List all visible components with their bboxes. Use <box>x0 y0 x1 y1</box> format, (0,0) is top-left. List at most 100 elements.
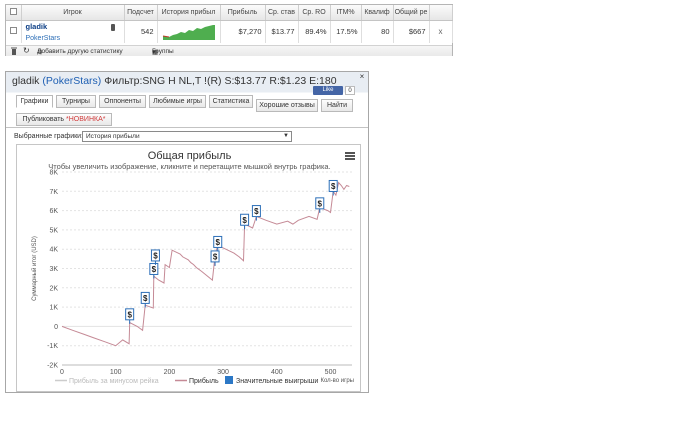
tab-label: Хорошие отзывы <box>259 102 315 109</box>
big-win-marker <box>150 249 160 262</box>
tab-find[interactable]: Найти <box>321 99 353 112</box>
big-win-marker <box>315 197 325 210</box>
y-tick-label: 1K <box>49 305 58 312</box>
x-tick-label: 500 <box>325 369 337 376</box>
tab-label: Статистика <box>212 98 250 105</box>
trash-icon[interactable] <box>11 47 17 57</box>
qualif-cell: 80 <box>361 20 394 43</box>
add-stat-label: Добавить другую статистику <box>37 48 123 55</box>
big-win-label: $ <box>242 216 247 225</box>
like-label: Like <box>322 87 334 93</box>
chart-select-label: Выбранные графики: <box>14 133 84 140</box>
chart-select-value: История прибыли <box>86 133 140 140</box>
column-header-profit[interactable]: Прибыль <box>220 5 266 21</box>
stats-footer: ↻ ⚙ Добавить другую статистику ▦ Группы … <box>6 45 452 56</box>
big-win-label: $ <box>127 310 132 319</box>
chart-select[interactable]: История прибыли ▼ <box>82 131 292 142</box>
big-win-label: $ <box>331 182 336 191</box>
x-tick-label: 100 <box>110 369 122 376</box>
big-win-marker <box>149 262 159 275</box>
tab-label: Любимые игры <box>153 98 202 105</box>
chart-title: Общая прибыль <box>147 150 232 162</box>
player-window: gladik (PokerStars) Фильтр:SNG H NL,T !(… <box>5 71 369 393</box>
like-count: 0 <box>345 86 355 95</box>
stats-table: Игрок Подсчет История прибыл Прибыль Ср.… <box>6 5 453 43</box>
stats-panel: Игрок Подсчет История прибыл Прибыль Ср.… <box>5 4 453 56</box>
remove-row-button[interactable]: x <box>429 20 453 43</box>
column-header-empty <box>429 5 453 21</box>
title-player-name: gladik <box>12 75 40 87</box>
profit-history-cell <box>157 20 221 43</box>
groups-label: Группы <box>152 48 174 55</box>
tab-publish[interactable]: Публиковать *НОВИНКА* <box>16 113 112 126</box>
tab-good-reviews[interactable]: Хорошие отзывы <box>256 99 318 112</box>
player-cell: gladik PokerStars <box>21 20 125 43</box>
tab-charts[interactable]: Графики <box>16 95 53 108</box>
select-all-checkbox[interactable] <box>6 5 22 21</box>
column-header-count[interactable]: Подсчет <box>124 5 158 21</box>
table-header-row: Игрок Подсчет История прибыл Прибыль Ср.… <box>6 5 453 21</box>
tab-statistics[interactable]: Статистика <box>209 95 253 108</box>
column-header-avg-roi[interactable]: Ср. RO <box>298 5 331 21</box>
tab-divider <box>6 127 368 128</box>
x-tick-label: 300 <box>217 369 229 376</box>
title-filter: Фильтр:SNG H NL,T !(R) S:$13.77 R:$1.23 … <box>104 75 337 87</box>
big-win-marker <box>240 213 250 226</box>
chart-subtitle: Чтобы увеличить изображение, кликните и … <box>48 162 331 171</box>
legend-bigwin-swatch <box>225 376 233 384</box>
big-win-label: $ <box>213 252 218 261</box>
big-win-marker <box>251 205 261 218</box>
x-axis-label: Кол-во игры <box>320 378 354 384</box>
x-tick-label: 200 <box>164 369 176 376</box>
player-name-link[interactable]: gladik <box>25 21 48 31</box>
column-header-total[interactable]: Общий ре <box>393 5 430 21</box>
y-tick-label: -1K <box>47 343 58 350</box>
groups-icon: ▦ <box>152 49 159 56</box>
big-win-label: $ <box>216 238 221 247</box>
big-win-label: $ <box>318 199 323 208</box>
y-tick-label: 3K <box>49 266 58 273</box>
column-header-profit-history[interactable]: История прибыл <box>157 5 221 21</box>
profit-sparkline <box>162 24 215 40</box>
avg-stake-cell: $13.77 <box>265 20 299 43</box>
chart-container[interactable]: -2K -1K 0 1K 2K 3K 4K 5K 6K 7K 8K 0 100 200 300 400 500 С… <box>16 144 361 392</box>
y-tick-label: 7K <box>49 189 58 196</box>
big-win-label: $ <box>254 207 259 216</box>
row-checkbox[interactable] <box>6 20 22 43</box>
legend-profit-label: Прибыль <box>189 377 219 385</box>
column-header-qualif[interactable]: Квалиф <box>361 5 394 21</box>
tab-favorite-games[interactable]: Любимые игры <box>149 95 206 108</box>
big-win-marker <box>125 308 135 321</box>
big-win-label: $ <box>143 294 148 303</box>
tab-opponents[interactable]: Оппоненты <box>99 95 146 108</box>
title-site: (PokerStars) <box>42 75 102 87</box>
tab-label: Турниры <box>62 98 90 105</box>
window-title: gladik (PokerStars) Фильтр:SNG H NL,T !(… <box>12 75 337 87</box>
settings-icon: ⚙ <box>37 49 43 56</box>
total-cell: $667 <box>393 20 430 43</box>
big-win-label: $ <box>152 265 157 274</box>
close-window-button[interactable]: × <box>359 72 365 81</box>
avg-roi-cell: 89.4% <box>298 20 331 43</box>
legend-bigwin-label: Значительные выигрыши <box>236 378 318 385</box>
refresh-icon[interactable]: ↻ <box>23 46 30 55</box>
player-site-link[interactable]: PokerStars <box>25 34 61 42</box>
x-tick-label: 400 <box>271 369 283 376</box>
y-tick-label: 0 <box>54 324 58 331</box>
like-button[interactable]: Like <box>313 86 343 95</box>
column-header-itm[interactable]: ITM% <box>330 5 362 21</box>
big-win-marker <box>328 179 338 192</box>
big-win-marker <box>213 235 223 248</box>
count-cell: 542 <box>124 20 158 43</box>
tab-tournaments[interactable]: Турниры <box>56 95 96 108</box>
big-win-marker <box>210 250 220 263</box>
chevron-down-icon: ▼ <box>283 133 289 139</box>
profit-chart[interactable]: -2K -1K 0 1K 2K 3K 4K 5K 6K 7K 8K 0 100 200 300 400 500 С… <box>17 145 362 393</box>
y-tick-label: 6K <box>49 208 58 215</box>
column-header-player[interactable]: Игрок <box>21 5 125 21</box>
column-header-avg-stake[interactable]: Ср. став <box>265 5 299 21</box>
profit-cell: $7,270 <box>220 20 266 43</box>
menu-icon[interactable] <box>345 152 355 160</box>
tab-label: Оппоненты <box>104 98 141 105</box>
itm-cell: 17.5% <box>330 20 362 43</box>
